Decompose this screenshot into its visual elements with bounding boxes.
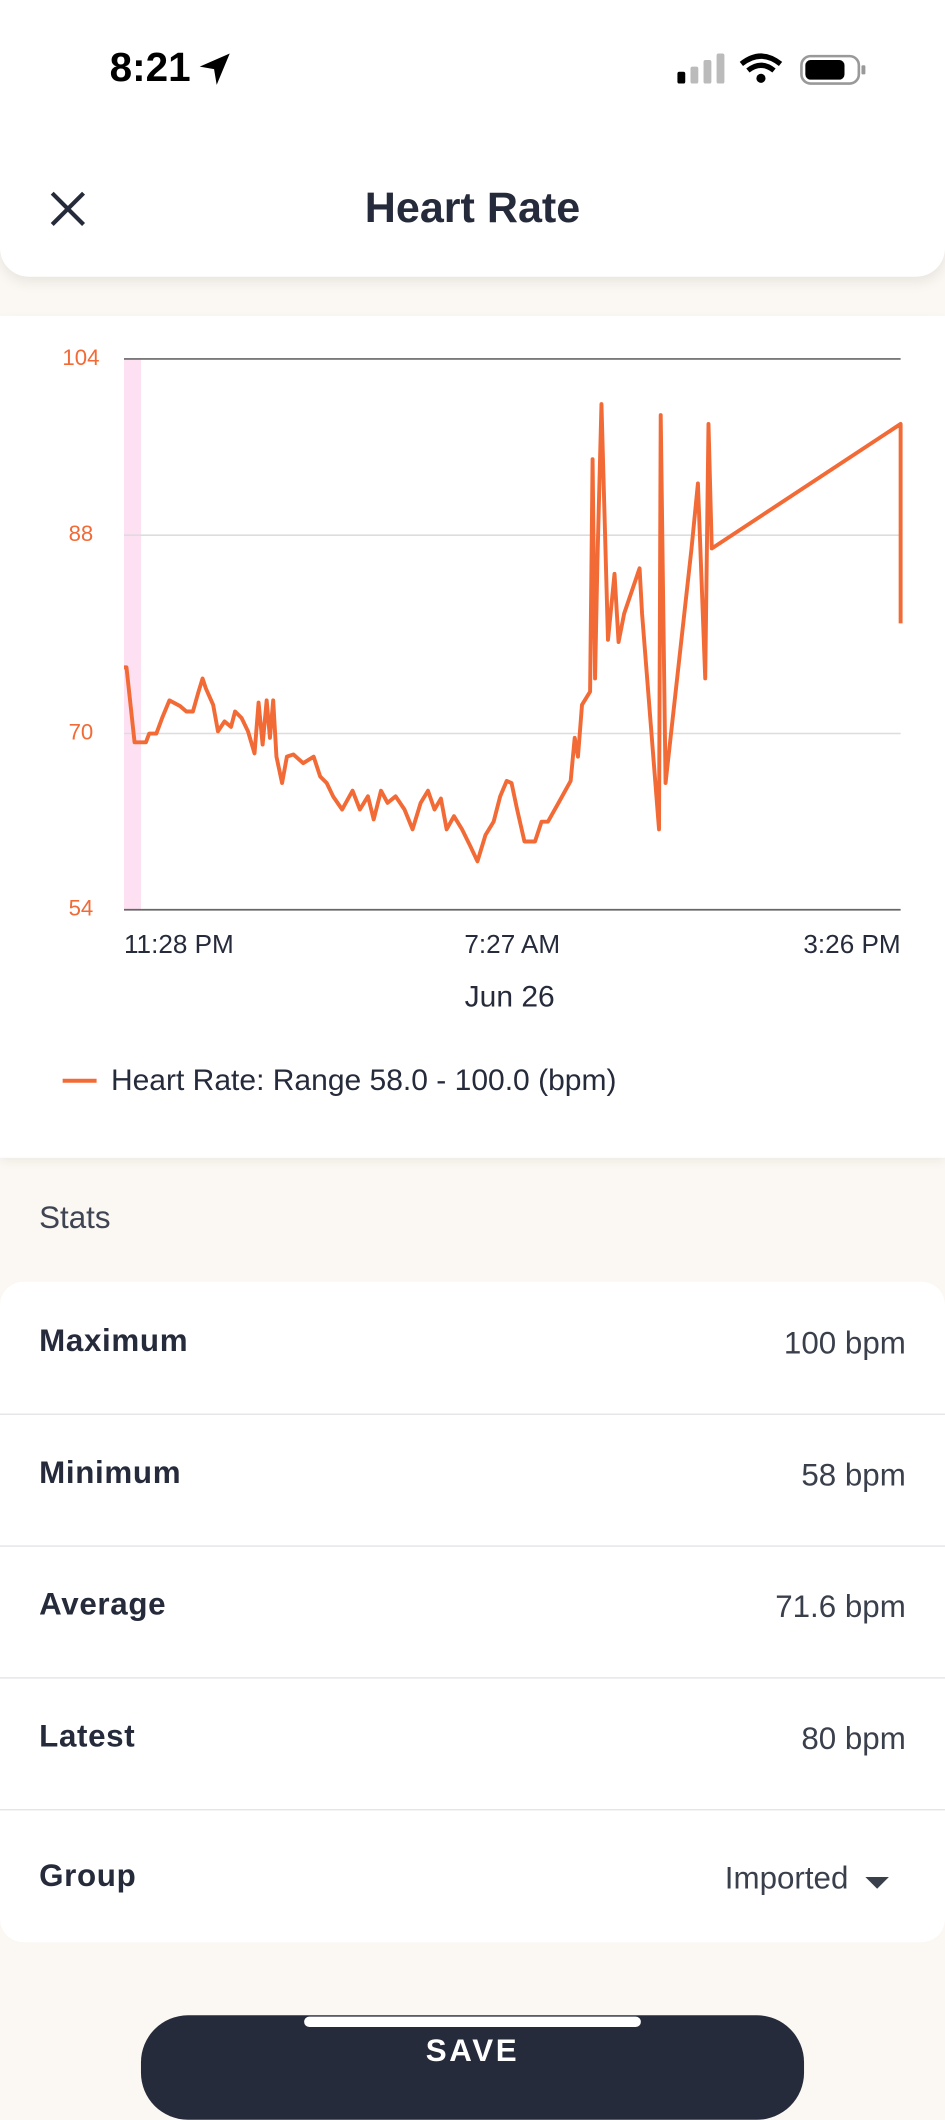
stat-row: Minimum 58 bpm bbox=[0, 1414, 945, 1547]
x-tick-label: 7:27 AM bbox=[464, 929, 560, 959]
page-title: Heart Rate bbox=[364, 182, 581, 232]
stat-value: 80 bpm bbox=[801, 1721, 906, 1757]
stat-row: Latest 80 bpm bbox=[0, 1677, 945, 1811]
y-tick-label: 70 bbox=[69, 719, 94, 744]
x-tick-label: 11:28 PM bbox=[124, 929, 234, 959]
save-button[interactable]: SAVE bbox=[140, 2015, 805, 2120]
group-row[interactable]: Group Imported bbox=[0, 1812, 945, 1944]
data-line bbox=[123, 402, 903, 864]
stat-value: 100 bpm bbox=[783, 1326, 906, 1362]
stat-label: Minimum bbox=[39, 1455, 182, 1491]
highlight-band bbox=[123, 358, 141, 910]
y-tick-label: 88 bbox=[69, 521, 94, 546]
row-label: Group bbox=[39, 1858, 137, 1894]
dropdown-arrow bbox=[865, 1876, 889, 1889]
save-label: SAVE bbox=[425, 2033, 520, 2069]
x-tick-label: 3:26 PM bbox=[803, 929, 900, 959]
home-indicator bbox=[304, 2016, 641, 2028]
status-time: 8:21 bbox=[109, 44, 191, 91]
location-icon bbox=[199, 53, 230, 85]
y-tick-label: 54 bbox=[69, 896, 94, 921]
x-axis-label: Jun 26 bbox=[465, 980, 555, 1013]
stat-value: 58 bpm bbox=[801, 1457, 906, 1494]
stat-row: Average 71.6 bpm bbox=[0, 1545, 945, 1679]
y-tick-label: 104 bbox=[62, 345, 99, 370]
stat-label: Maximum bbox=[39, 1323, 189, 1359]
stat-label: Average bbox=[39, 1587, 167, 1623]
legend-label: Heart Rate: Range 58.0 - 100.0 (bpm) bbox=[111, 1064, 617, 1097]
status-icons bbox=[677, 53, 866, 85]
header: 8:21 Heart Rate bbox=[0, 0, 945, 277]
group-value: Imported bbox=[724, 1861, 849, 1897]
stat-value: 71.6 bpm bbox=[775, 1589, 906, 1626]
stat-label: Latest bbox=[39, 1719, 136, 1755]
close-button[interactable] bbox=[47, 188, 89, 230]
stat-row: Maximum 100 bpm bbox=[0, 1282, 945, 1415]
stats-card: Latest 80 bpm Average 71.6 bpm Minimum 58 bpm… bbox=[0, 1281, 945, 1944]
chart: 54 70 88 104 11:28 PM 7:27 AM 3:26 PM Jun 26 Hea… bbox=[62, 345, 903, 1097]
chart-card: 54 70 88 104 11:28 PM 7:27 AM 3:26 PM Jun 26 Hea… bbox=[0, 315, 945, 1158]
section-title: Stats bbox=[39, 1200, 111, 1237]
